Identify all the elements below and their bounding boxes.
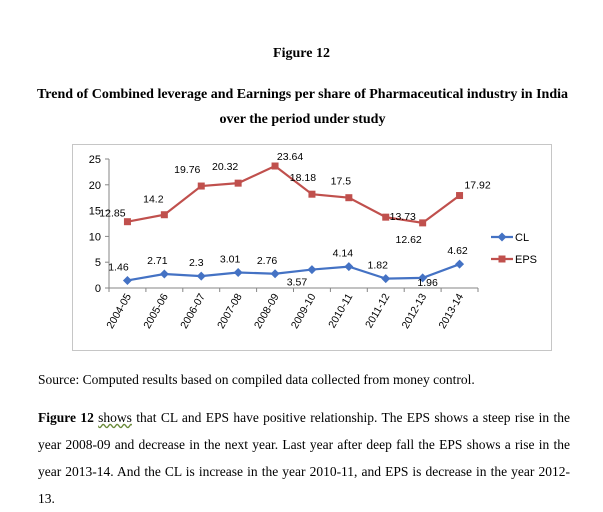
cl-marker [270,269,280,279]
chart-frame: 0 5 10 15 20 25 2004-05 2005-06 2006-07 2007-08 20… [72,144,552,351]
eps-data-label: 17.92 [464,180,490,192]
paragraph-underlined-word: shows [98,410,132,425]
cl-marker [233,267,243,277]
cl-data-label: 4.62 [447,245,468,257]
y-tick-label: 25 [89,154,101,166]
legend-eps-marker [498,255,506,263]
cl-marker [344,262,354,272]
figure-title: Figure 12 [273,46,330,61]
x-tick-label: 2008-09 [252,291,282,331]
x-tick-label: 2005-06 [141,291,171,331]
source-note: Source: Computed results based on compil… [38,372,475,387]
cl-marker [455,259,465,269]
eps-line [127,164,461,225]
eps-data-label: 12.62 [396,234,422,246]
x-tick-label: 2010-11 [326,291,355,330]
eps-data-label: 14.2 [143,194,164,206]
cl-data-label: 2.76 [257,255,278,267]
eps-marker [345,194,353,202]
legend-cl-label: CL [515,232,529,244]
eps-marker [123,218,131,226]
cl-data-label: 2.3 [189,257,204,269]
x-tick-label: 2011-12 [363,291,392,330]
cl-line [127,263,460,282]
paragraph-bold-lead: Figure 12 [38,410,94,425]
cl-marker [122,275,132,285]
y-tick-label: 20 [89,180,101,192]
cl-marker [381,274,391,284]
x-tick-label: 2012-13 [400,291,430,331]
x-tick-label: 2004-05 [104,291,134,331]
cl-marker [418,273,428,283]
cl-marker [159,269,169,279]
x-tick-label: 2013-14 [436,291,466,331]
y-tick-label: 15 [89,206,101,218]
eps-marker [456,192,464,200]
paragraph-body: that CL and EPS have positive relationsh… [38,410,570,506]
eps-marker [382,213,390,221]
legend-cl-marker [497,232,507,242]
eps-data-label: 17.5 [331,176,352,188]
figure-caption: Trend of Combined leverage and Earnings … [37,87,568,127]
cl-data-label: 2.71 [147,255,168,267]
x-tick-label: 2006-07 [178,291,208,331]
eps-data-label: 20.32 [212,161,238,173]
cl-data-label: 4.14 [333,248,354,260]
cl-data-label: 3.57 [287,277,308,289]
eps-data-label: 18.18 [290,172,316,184]
cl-data-label: 1.46 [108,261,129,273]
eps-marker [160,211,168,219]
cl-data-label: 1.96 [417,277,438,289]
eps-marker [271,162,279,170]
eps-marker [308,190,316,198]
eps-data-label: 12.85 [99,208,125,220]
cl-data-label: 3.01 [220,253,241,265]
eps-data-label: 19.76 [174,164,200,176]
y-tick-label: 10 [89,231,101,243]
cl-marker [196,271,206,281]
eps-marker [197,182,205,190]
eps-marker [419,219,427,227]
x-tick-label: 2009-10 [289,291,319,331]
eps-data-label: 23.64 [277,151,303,163]
x-tick-label: 2007-08 [215,291,245,331]
cl-marker [307,265,317,275]
eps-data-label: 13.73 [390,211,416,223]
y-tick-label: 5 [95,257,101,269]
cl-data-label: 1.82 [368,260,389,272]
eps-marker [234,179,242,187]
y-tick-label: 0 [95,283,101,295]
description-paragraph: Figure 12 shows that CL and EPS have pos… [38,404,570,512]
legend-eps-label: EPS [515,254,537,266]
